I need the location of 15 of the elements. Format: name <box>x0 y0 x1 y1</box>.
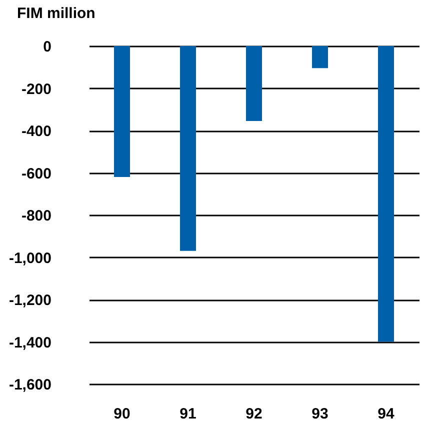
chart-title: FIM million <box>17 5 96 22</box>
y-tick-label: 0 <box>43 38 52 56</box>
x-tick-label: 91 <box>180 406 196 422</box>
y-tick-label: -1,600 <box>8 376 52 394</box>
x-tick-label: 90 <box>114 406 130 422</box>
x-tick-label: 93 <box>312 406 328 422</box>
y-tick-label: -1,000 <box>8 250 52 267</box>
y-tick-label: -400 <box>21 123 52 140</box>
y-tick-label: -800 <box>21 208 52 224</box>
y-tick-label: -1,400 <box>8 334 52 352</box>
y-tick-label: -1,200 <box>8 292 52 309</box>
x-tick-label: 92 <box>246 406 262 422</box>
y-tick-label: -200 <box>21 80 52 98</box>
x-tick-label: 94 <box>378 406 395 422</box>
y-tick-label: -600 <box>21 165 52 182</box>
